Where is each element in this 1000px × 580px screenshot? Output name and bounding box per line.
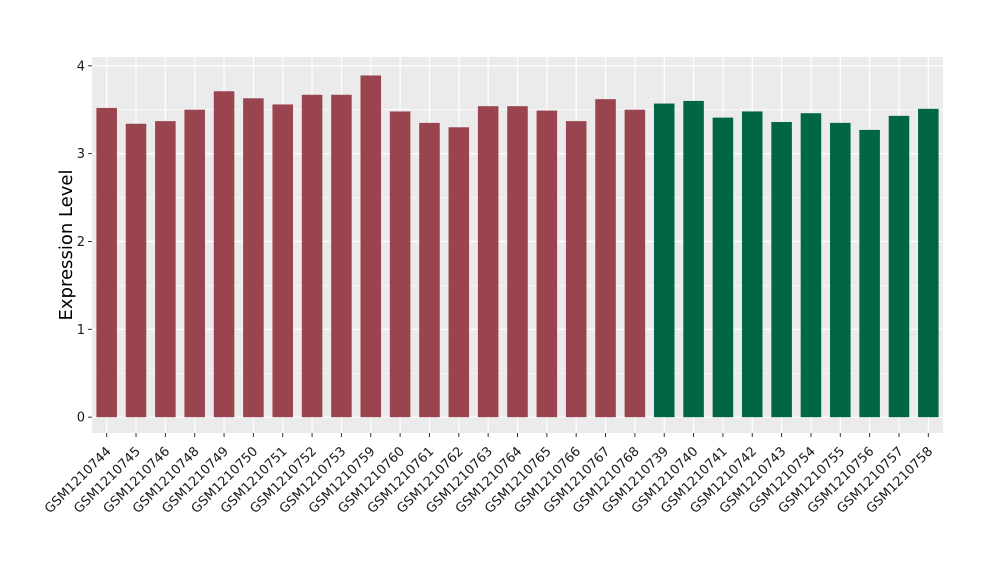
bar xyxy=(272,104,294,418)
bars xyxy=(96,75,939,418)
bar xyxy=(331,94,352,418)
bar xyxy=(448,127,470,418)
bar xyxy=(624,109,646,418)
y-axis-title: Expression Level xyxy=(56,170,77,321)
bar xyxy=(653,103,675,418)
bar xyxy=(800,113,822,418)
bar xyxy=(859,129,880,418)
bar xyxy=(155,121,176,418)
bar xyxy=(507,106,528,418)
bar xyxy=(213,91,235,418)
y-tick-label: 4 xyxy=(77,59,85,74)
bar xyxy=(830,122,851,418)
bar xyxy=(888,115,910,418)
y-axis: 0 1 2 3 4 xyxy=(77,59,92,426)
bar xyxy=(301,94,323,418)
bar xyxy=(125,123,147,418)
bar xyxy=(477,106,499,418)
bar xyxy=(741,111,763,418)
bar xyxy=(595,99,616,418)
bar xyxy=(243,98,264,418)
y-tick-label: 3 xyxy=(77,147,85,162)
y-tick-label: 1 xyxy=(77,323,85,338)
bar xyxy=(712,117,734,418)
x-axis: GSM1210744GSM1210745GSM1210746GSM1210748… xyxy=(42,433,936,517)
bar xyxy=(683,100,704,418)
bar xyxy=(389,111,411,418)
bar xyxy=(419,122,440,418)
bar xyxy=(184,109,205,418)
y-tick-label: 2 xyxy=(77,235,85,250)
bar xyxy=(96,107,117,418)
y-tick-label: 0 xyxy=(77,411,85,426)
bar xyxy=(918,108,939,418)
bar xyxy=(565,121,587,418)
bar xyxy=(536,110,558,418)
bar xyxy=(360,75,382,418)
bar xyxy=(771,122,792,418)
